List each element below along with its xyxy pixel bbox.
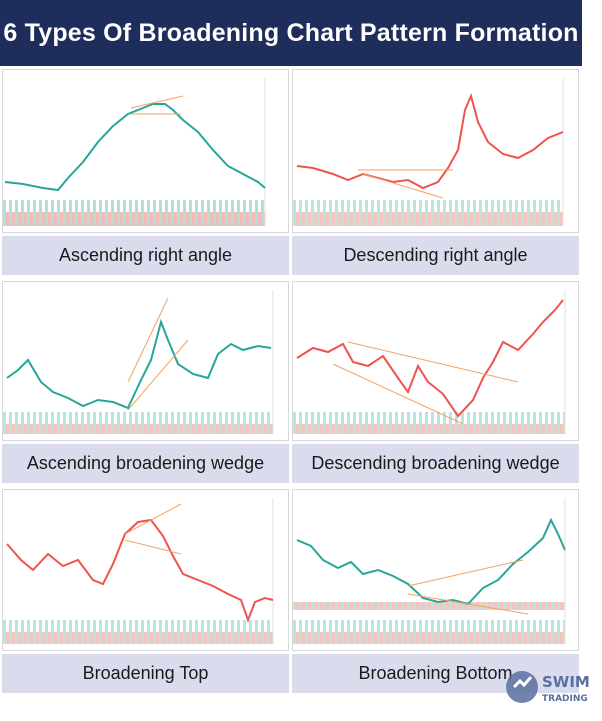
caption: Descending right angle [292, 236, 579, 275]
title: 6 Types Of Broadening Chart Pattern Form… [3, 18, 579, 47]
chart-thumbnail [2, 489, 289, 651]
caption: Descending broadening wedge [292, 444, 579, 483]
chart-thumbnail [292, 281, 579, 441]
title-banner: 6 Types Of Broadening Chart Pattern Form… [0, 0, 582, 66]
caption: Ascending broadening wedge [2, 444, 289, 483]
chart-thumbnail [292, 69, 579, 233]
logo-text: SWIM [542, 673, 590, 691]
panel: Descending broadening wedge [292, 281, 579, 483]
panel: Descending right angle [292, 69, 579, 275]
logo: SWIM TRADING [506, 671, 590, 704]
chart-thumbnail [292, 489, 579, 651]
chart-thumbnail [2, 69, 289, 233]
panel: Ascending right angle [2, 69, 289, 275]
chart-thumbnail [2, 281, 289, 441]
logo-subtext: TRADING [542, 694, 588, 704]
panel: Broadening Bottom [292, 489, 579, 693]
caption: Ascending right angle [2, 236, 289, 275]
panel: Ascending broadening wedge [2, 281, 289, 483]
panel: Broadening Top [2, 489, 289, 693]
caption: Broadening Top [2, 654, 289, 693]
